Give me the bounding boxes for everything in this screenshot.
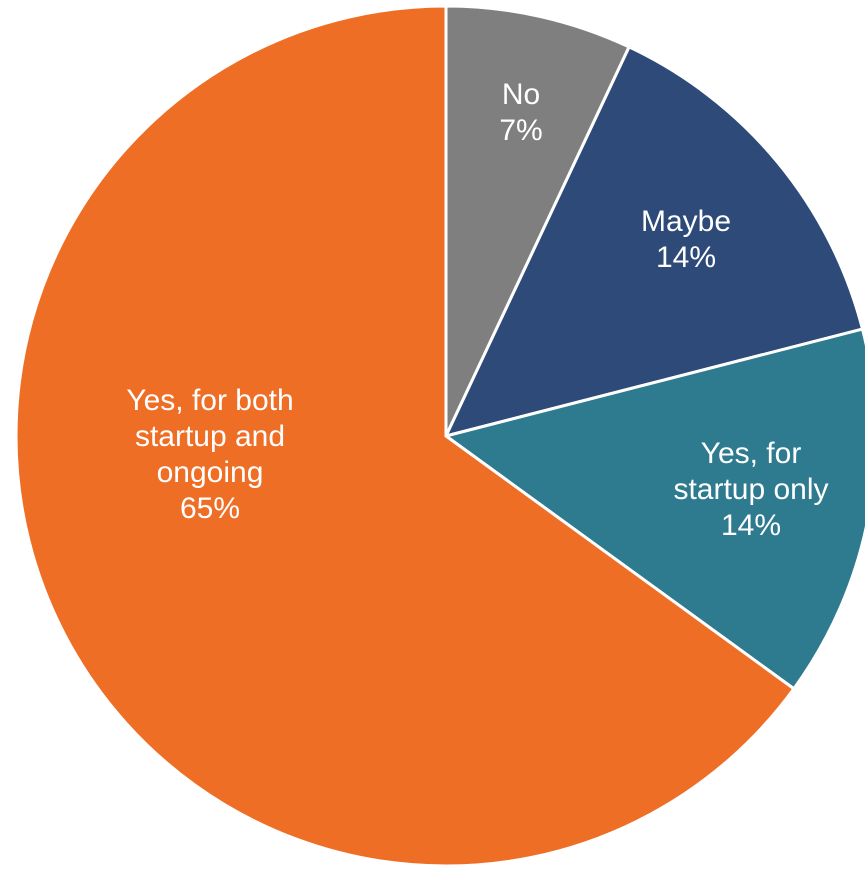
slice-name-label: startup and [135, 420, 285, 453]
pie-slice [444, 4, 632, 437]
pie-slices [14, 4, 865, 868]
slice-name-label: Maybe [641, 205, 731, 238]
pie-labels: No 7%Maybe 14%Yes, for startup only 14%Yes, … [126, 78, 828, 542]
pie-slice [14, 4, 796, 868]
pie-slice [442, 327, 865, 691]
slice-label: No 7% [499, 78, 542, 147]
slice-name-label: No [502, 78, 540, 111]
slice-label: Maybe 14% [641, 205, 731, 274]
slice-name-label: ongoing [157, 456, 264, 489]
slice-name-label: Yes, for both [126, 384, 293, 417]
pie-slice [443, 44, 865, 439]
slice-label: Yes, for startup only 14% [673, 437, 828, 542]
slice-name-label: Yes, for [701, 437, 802, 470]
slice-percent-label: 65% [180, 492, 240, 525]
slice-percent-label: 14% [656, 241, 716, 274]
slice-percent-label: 7% [499, 114, 542, 147]
slice-name-label: startup only [673, 473, 828, 506]
slice-percent-label: 14% [721, 509, 781, 542]
slice-label: Yes, for both startup and ongoing 65% [126, 384, 293, 525]
